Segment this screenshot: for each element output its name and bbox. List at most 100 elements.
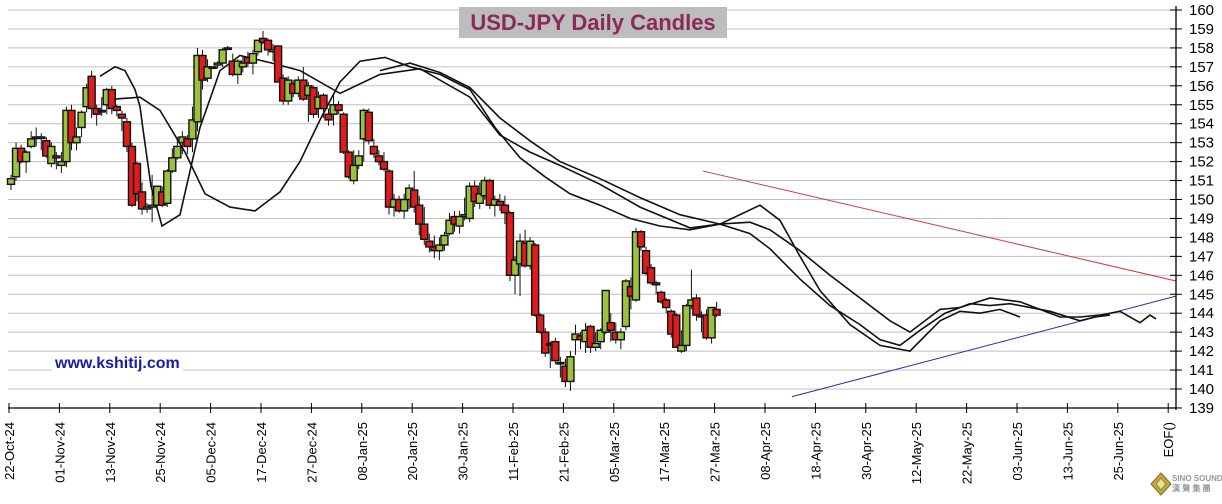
logo-line2: 漢 聲 集 團	[1172, 484, 1211, 493]
candle	[72, 136, 81, 144]
candle	[682, 304, 691, 347]
y-tick-label: 157	[1189, 59, 1214, 76]
candle	[107, 88, 117, 110]
candle	[374, 155, 384, 163]
x-tick-label: 11-Feb-25	[506, 422, 521, 481]
y-tick-label: 154	[1189, 116, 1214, 133]
candle	[475, 193, 484, 204]
candle	[455, 215, 464, 227]
x-axis: 22-Oct-24 01-Nov-24 13-Nov-24 25-Nov-24 05-D…	[2, 403, 1176, 484]
y-tick-label: 149	[1189, 210, 1214, 227]
candle	[425, 240, 434, 248]
candle	[369, 145, 379, 155]
candle	[551, 340, 560, 362]
candle	[117, 113, 127, 119]
x-tick-label: 30-Jan-25	[456, 422, 471, 481]
candle	[37, 136, 46, 140]
candle	[601, 289, 610, 333]
candle	[334, 104, 343, 112]
x-tick-label: 30-Apr-25	[859, 422, 874, 480]
candle	[344, 151, 353, 178]
candle	[586, 325, 595, 349]
candle	[646, 267, 656, 284]
candle	[536, 314, 545, 333]
watermark-url: www.kshitij.com	[52, 355, 183, 373]
candle	[168, 157, 177, 172]
x-tick-label: 22-May-25	[960, 422, 975, 484]
candle	[97, 109, 106, 113]
candle	[6, 177, 16, 186]
x-tick-label: 18-Apr-25	[808, 422, 823, 480]
resistance-trendline	[702, 170, 1177, 282]
candle	[420, 223, 429, 240]
y-tick-label: 156	[1189, 78, 1214, 95]
x-tick-label: 12-May-25	[909, 422, 924, 484]
x-tick-label: 27-Dec-24	[304, 422, 319, 483]
candle	[213, 62, 222, 66]
y-tick-label: 148	[1189, 229, 1214, 246]
candle	[384, 170, 394, 208]
candle	[193, 54, 202, 123]
candle	[556, 361, 565, 365]
moving-average-line	[379, 62, 1157, 334]
candle	[485, 179, 494, 206]
candle	[203, 66, 212, 79]
chart-title: USD-JPY Daily Candles	[459, 7, 727, 38]
x-tick-label: 17-Dec-24	[254, 422, 269, 483]
candle	[692, 297, 701, 316]
candle	[47, 145, 56, 165]
candle	[631, 231, 641, 301]
diamond-logo-icon	[1150, 472, 1172, 496]
candle	[67, 109, 76, 144]
candle	[52, 155, 61, 159]
x-tick-label: 21-Feb-25	[556, 422, 571, 482]
candle	[651, 282, 661, 286]
x-tick-label: 17-Mar-25	[657, 422, 672, 482]
candle	[510, 259, 520, 277]
x-tick-label: 08-Apr-25	[758, 422, 773, 480]
candle	[173, 145, 182, 159]
x-tick-label: 13-Nov-24	[103, 422, 118, 483]
candle	[399, 198, 409, 212]
candle	[57, 160, 66, 167]
x-tick-label: 22-Oct-24	[2, 422, 17, 480]
candle	[707, 306, 716, 339]
y-tick-label: 155	[1189, 97, 1214, 114]
x-tick-label: 08-Jan-25	[355, 422, 370, 481]
y-tick-label: 160	[1189, 2, 1214, 19]
candle	[188, 119, 197, 140]
candle	[677, 344, 686, 352]
candle	[233, 60, 243, 76]
candle	[465, 185, 474, 220]
candle	[238, 62, 248, 68]
moving-average-line	[114, 56, 1111, 347]
candle	[566, 356, 575, 383]
x-tick-label: 27-Mar-25	[708, 422, 723, 482]
candle	[122, 121, 132, 148]
candle	[662, 299, 671, 309]
y-tick-label: 146	[1189, 267, 1214, 284]
y-tick-label: 140	[1189, 381, 1214, 398]
y-tick-label: 152	[1189, 154, 1214, 171]
candle	[147, 204, 157, 208]
candle	[616, 331, 626, 341]
y-tick-label: 145	[1189, 286, 1214, 303]
candle	[253, 39, 263, 53]
x-tick-label: 25-Nov-24	[153, 422, 168, 483]
y-tick-label: 147	[1189, 248, 1214, 265]
candle	[505, 212, 515, 276]
candle	[21, 151, 31, 163]
candle	[339, 113, 348, 153]
y-tick-label: 151	[1189, 173, 1214, 190]
candle	[263, 39, 273, 51]
candle	[354, 155, 363, 167]
candle	[142, 206, 152, 210]
y-tick-label: 158	[1189, 40, 1214, 57]
candle	[445, 219, 454, 235]
candle	[410, 189, 419, 208]
candle	[440, 234, 449, 246]
x-tick-label: 20-Jan-25	[405, 422, 420, 481]
y-tick-label: 143	[1189, 324, 1214, 341]
